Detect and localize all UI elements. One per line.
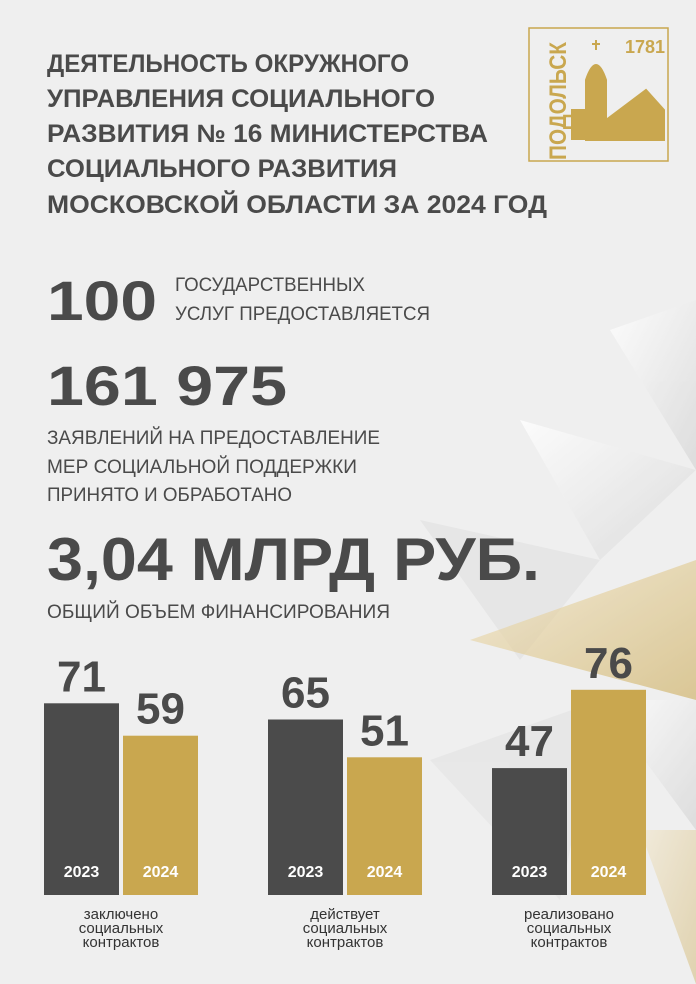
category-label: 2023 bbox=[512, 864, 548, 881]
caption: социальных bbox=[303, 920, 388, 937]
value-label: 76 bbox=[584, 639, 633, 688]
value-label: 51 bbox=[360, 706, 409, 755]
bar bbox=[44, 703, 119, 895]
category-label: 2024 bbox=[591, 864, 627, 881]
caption: контрактов bbox=[307, 934, 384, 951]
logo-year: 1781 bbox=[625, 37, 665, 57]
bar bbox=[347, 757, 422, 895]
stat-label: МЕР СОЦИАЛЬНОЙ ПОДДЕРЖКИ bbox=[47, 456, 357, 478]
bar bbox=[492, 768, 567, 895]
value-label: 59 bbox=[136, 685, 185, 734]
stat-label: ГОСУДАРСТВЕННЫХ bbox=[175, 275, 365, 296]
logo-icon bbox=[571, 40, 665, 141]
value-label: 71 bbox=[57, 652, 106, 701]
title-line: ДЕЯТЕЛЬНОСТЬ ОКРУЖНОГО bbox=[47, 50, 409, 78]
caption: социальных bbox=[527, 920, 612, 937]
title-line: УПРАВЛЕНИЯ СОЦИАЛЬНОГО bbox=[47, 85, 435, 113]
bar bbox=[268, 719, 343, 895]
stat-label: ЗАЯВЛЕНИЙ НА ПРЕДОСТАВЛЕНИЕ bbox=[47, 427, 380, 449]
caption: контрактов bbox=[83, 934, 160, 951]
caption: действует bbox=[310, 906, 380, 923]
category-label: 2024 bbox=[143, 864, 179, 881]
title: ДЕЯТЕЛЬНОСТЬ ОКРУЖНОГО УПРАВЛЕНИЯ СОЦИАЛ… bbox=[47, 50, 547, 219]
caption: реализовано bbox=[524, 906, 614, 923]
category-label: 2023 bbox=[288, 864, 324, 881]
caption: контрактов bbox=[531, 934, 608, 951]
caption: заключено bbox=[84, 906, 158, 923]
bar bbox=[571, 689, 646, 895]
stat-label: УСЛУГ ПРЕДОСТАВЛЯЕТСЯ bbox=[175, 304, 430, 325]
category-label: 2024 bbox=[367, 864, 403, 881]
title-line: МОСКОВСКОЙ ОБЛАСТИ ЗА 2024 ГОД bbox=[47, 189, 547, 219]
bar bbox=[123, 735, 198, 895]
logo-frame bbox=[528, 27, 669, 162]
stats: 100 ГОСУДАРСТВЕННЫХ УСЛУГ ПРЕДОСТАВЛЯЕТС… bbox=[47, 269, 540, 623]
stat-label: ПРИНЯТО И ОБРАБОТАНО bbox=[47, 485, 292, 506]
title-line: РАЗВИТИЯ № 16 МИНИСТЕРСТВА bbox=[47, 120, 488, 148]
value-label: 65 bbox=[281, 669, 330, 718]
title-line: СОЦИАЛЬНОГО РАЗВИТИЯ bbox=[47, 155, 397, 183]
stat-value: 161 975 bbox=[47, 354, 287, 417]
stat-label: ОБЩИЙ ОБЪЕМ ФИНАНСИРОВАНИЯ bbox=[47, 601, 390, 623]
stat-value: 3,04 МЛРД РУБ. bbox=[47, 526, 540, 593]
stat-value: 100 bbox=[47, 269, 157, 332]
category-label: 2023 bbox=[64, 864, 100, 881]
logo-name: ПОДОЛЬСК bbox=[545, 42, 572, 160]
caption: социальных bbox=[79, 920, 164, 937]
value-label: 47 bbox=[505, 717, 554, 766]
logo: ПОДОЛЬСК 1781 bbox=[528, 27, 669, 162]
